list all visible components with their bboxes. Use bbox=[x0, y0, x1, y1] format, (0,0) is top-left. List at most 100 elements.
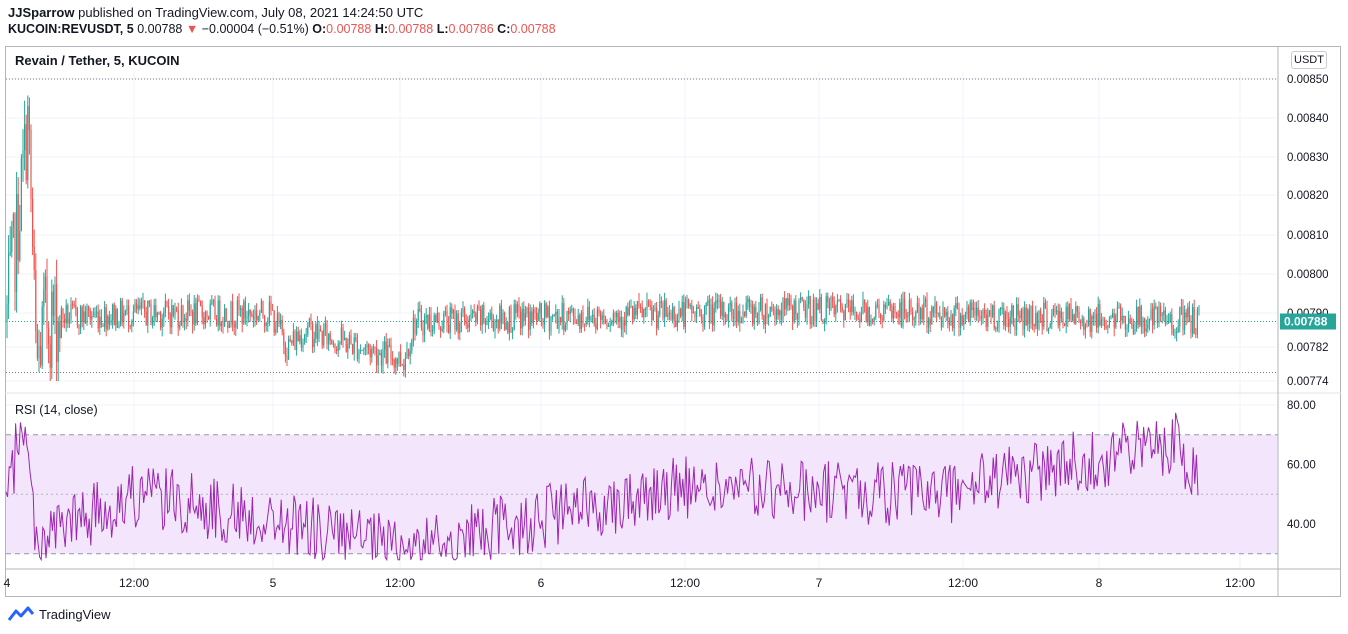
candle-body bbox=[11, 226, 13, 253]
candle-body bbox=[881, 319, 883, 321]
candle-body bbox=[929, 318, 931, 325]
candle-body bbox=[600, 312, 602, 320]
candle-body bbox=[860, 313, 862, 323]
candle-body bbox=[145, 311, 147, 326]
tradingview-logo-icon bbox=[8, 606, 34, 621]
rsi-axis-labels: 80.00 60.00 40.00 bbox=[1287, 400, 1316, 531]
candle-body bbox=[1064, 324, 1066, 326]
footer-brand[interactable]: TradingView bbox=[39, 606, 111, 622]
candle-body bbox=[1017, 304, 1019, 316]
candle-body bbox=[579, 315, 581, 329]
candle-body bbox=[126, 305, 128, 311]
time-tick-label: 4 bbox=[4, 576, 11, 590]
candle-body bbox=[414, 317, 416, 334]
candle-body bbox=[1144, 318, 1146, 332]
candle-body bbox=[512, 329, 514, 333]
candle-body bbox=[225, 308, 227, 322]
candle-body bbox=[19, 230, 21, 261]
candle-body bbox=[849, 306, 851, 313]
last-price: 0.00788 bbox=[137, 22, 183, 36]
candle-body bbox=[6, 303, 8, 322]
candle-body bbox=[430, 314, 432, 333]
candle-body bbox=[609, 324, 611, 326]
candle-body bbox=[921, 308, 923, 320]
candle-body bbox=[644, 308, 646, 310]
candle-body bbox=[932, 307, 934, 314]
candle-body bbox=[568, 310, 570, 315]
candle-body bbox=[1169, 314, 1171, 322]
candle-body bbox=[1113, 313, 1115, 328]
candle-body bbox=[1118, 306, 1120, 308]
candle-body bbox=[185, 318, 187, 321]
candle-body bbox=[808, 295, 810, 305]
candle-body bbox=[812, 299, 814, 324]
candle-body bbox=[1033, 324, 1035, 327]
candle-body bbox=[281, 320, 283, 332]
candle-body bbox=[915, 311, 917, 319]
candle-body bbox=[107, 316, 109, 329]
last-price-tag-text: 0.00788 bbox=[1284, 315, 1328, 329]
candle-body bbox=[163, 312, 165, 319]
candle-body bbox=[1014, 324, 1016, 331]
candle-body bbox=[1158, 306, 1160, 324]
candle-body bbox=[230, 301, 232, 325]
candle-body bbox=[166, 301, 168, 307]
candle-body bbox=[1112, 313, 1114, 318]
candle-body bbox=[926, 299, 928, 328]
candle-body bbox=[606, 323, 608, 327]
candle-body bbox=[622, 320, 624, 330]
candle-body bbox=[1012, 305, 1014, 325]
candle-body bbox=[1049, 324, 1051, 328]
candle-body bbox=[942, 307, 944, 328]
candle-body bbox=[1174, 332, 1176, 334]
candle-body bbox=[793, 300, 795, 322]
candle-body bbox=[526, 307, 528, 314]
candle-body bbox=[329, 333, 331, 341]
candle-body bbox=[144, 300, 146, 312]
candle-body bbox=[457, 313, 459, 334]
candle-body bbox=[1097, 304, 1099, 328]
candle-body bbox=[572, 309, 574, 316]
candle-body bbox=[419, 308, 421, 311]
candle-body bbox=[652, 309, 654, 321]
candle-body bbox=[411, 340, 413, 352]
candle-body bbox=[276, 313, 278, 330]
candle-body bbox=[528, 307, 530, 330]
rsi-line bbox=[5, 412, 1199, 562]
candle-body bbox=[1022, 309, 1024, 330]
candle-body bbox=[318, 329, 320, 339]
candle-body bbox=[467, 324, 469, 328]
candle-body bbox=[796, 314, 798, 320]
candle-body bbox=[337, 343, 339, 351]
candle-body bbox=[206, 311, 208, 317]
candle-body bbox=[28, 106, 30, 130]
currency-button[interactable]: USDT bbox=[1291, 51, 1327, 69]
candle-body bbox=[723, 302, 725, 318]
candle-body bbox=[924, 299, 926, 303]
candle-body bbox=[288, 339, 290, 360]
candle-body bbox=[905, 312, 907, 318]
candle-body bbox=[904, 298, 906, 313]
candle-body bbox=[280, 320, 282, 325]
candle-body bbox=[891, 310, 893, 319]
candle-body bbox=[984, 309, 986, 314]
candle-body bbox=[720, 300, 722, 316]
candle-body bbox=[553, 315, 555, 317]
price-tick-label: 0.00774 bbox=[1287, 376, 1329, 388]
candle-body bbox=[496, 319, 498, 322]
candle-body bbox=[888, 301, 890, 306]
candle-body bbox=[1120, 306, 1122, 321]
candle-body bbox=[260, 300, 262, 313]
candle-body bbox=[427, 315, 429, 329]
price-tick-label: 0.00782 bbox=[1287, 342, 1329, 354]
candle-body bbox=[494, 321, 496, 331]
candle-body bbox=[446, 311, 448, 325]
candle-body bbox=[184, 318, 186, 322]
candle-body bbox=[635, 307, 637, 315]
candle-body bbox=[43, 289, 45, 307]
candle-body bbox=[196, 299, 198, 324]
candle-body bbox=[307, 326, 309, 335]
candle-body bbox=[790, 298, 792, 307]
candle-body bbox=[443, 313, 445, 329]
